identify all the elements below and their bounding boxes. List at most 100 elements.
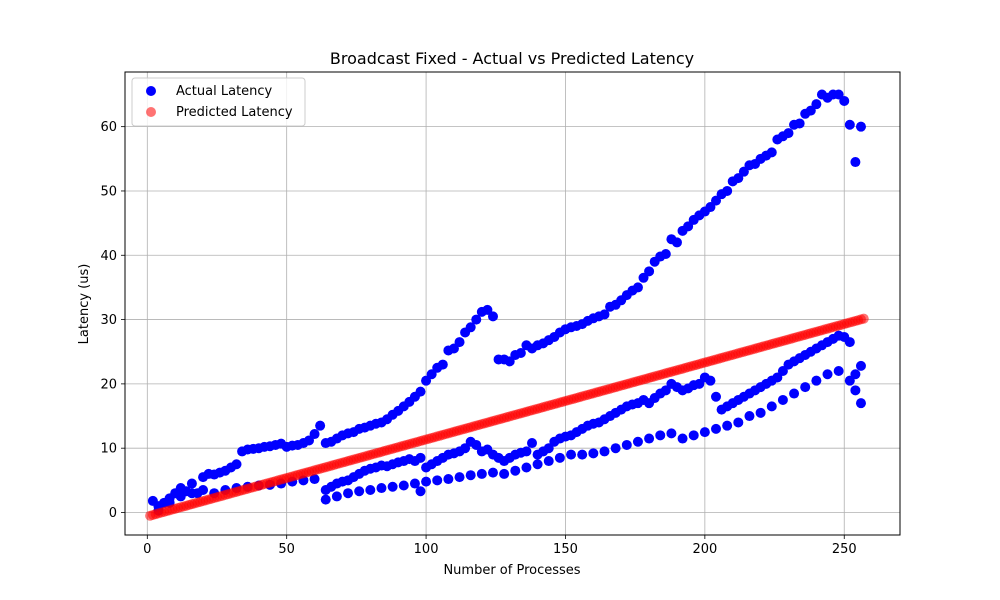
actual-latency-point xyxy=(421,476,432,487)
x-tick-label: 100 xyxy=(414,542,439,557)
actual-latency-point xyxy=(610,443,621,454)
legend-box xyxy=(131,77,306,127)
actual-latency-point xyxy=(766,401,777,412)
actual-latency-point xyxy=(577,449,588,460)
actual-latency-point xyxy=(800,382,811,393)
actual-latency-point xyxy=(532,459,543,470)
actual-latency-point xyxy=(521,462,532,473)
actual-latency-point xyxy=(432,475,443,486)
actual-latency-point xyxy=(671,237,682,248)
actual-latency-point xyxy=(365,484,376,495)
y-tick-label: 40 xyxy=(100,249,117,264)
actual-latency-point xyxy=(711,423,722,434)
actual-latency-point xyxy=(454,472,465,483)
actual-latency-point xyxy=(688,430,699,441)
actual-latency-point xyxy=(660,248,671,259)
actual-latency-point xyxy=(554,452,565,463)
legend-marker-actual xyxy=(146,86,156,96)
actual-latency-point xyxy=(476,468,487,479)
actual-latency-point xyxy=(521,446,532,457)
x-tick-label: 150 xyxy=(553,542,578,557)
actual-latency-point xyxy=(320,494,331,505)
actual-latency-point xyxy=(844,337,855,348)
actual-latency-point xyxy=(844,375,855,386)
actual-latency-point xyxy=(655,430,666,441)
actual-latency-point xyxy=(471,314,482,325)
y-tick-label: 0 xyxy=(109,506,117,521)
actual-latency-point xyxy=(409,478,420,489)
x-tick-label: 250 xyxy=(832,542,857,557)
actual-latency-point xyxy=(415,452,426,463)
x-axis-label: Number of Processes xyxy=(443,563,580,578)
legend-label-actual: Actual Latency xyxy=(176,84,273,99)
actual-latency-point xyxy=(343,488,354,499)
actual-latency-point xyxy=(309,474,320,485)
actual-latency-point xyxy=(309,429,320,440)
x-tick-label: 0 xyxy=(143,542,151,557)
actual-latency-point xyxy=(844,119,855,130)
y-tick-label: 30 xyxy=(100,313,117,328)
actual-latency-point xyxy=(677,433,688,444)
actual-latency-point xyxy=(543,456,554,467)
actual-latency-point xyxy=(454,337,465,348)
x-tick-label: 50 xyxy=(278,542,295,557)
actual-latency-point xyxy=(777,394,788,405)
actual-latency-point xyxy=(644,266,655,277)
actual-latency-point xyxy=(527,438,538,449)
actual-latency-point xyxy=(175,491,186,502)
actual-latency-point xyxy=(387,481,398,492)
actual-latency-point xyxy=(231,459,242,470)
actual-latency-point xyxy=(566,449,577,460)
actual-latency-point xyxy=(722,420,733,431)
actual-latency-point xyxy=(855,360,866,371)
actual-latency-point xyxy=(331,491,342,502)
actual-latency-point xyxy=(510,465,521,476)
axis-ticks: 0 50 100 150 200 250 0 10 20 30 40 50 60 xyxy=(100,120,856,557)
actual-latency-point xyxy=(599,309,610,320)
actual-latency-point xyxy=(632,436,643,447)
actual-latency-point xyxy=(443,474,454,485)
actual-latency-point xyxy=(465,322,476,333)
x-tick-label: 200 xyxy=(692,542,717,557)
actual-latency-point xyxy=(186,488,197,499)
actual-latency-point xyxy=(711,391,722,402)
actual-latency-point xyxy=(794,118,805,129)
actual-latency-point xyxy=(822,369,833,380)
actual-latency-point xyxy=(644,433,655,444)
actual-latency-point xyxy=(744,411,755,422)
actual-latency-point xyxy=(315,420,326,431)
actual-latency-point xyxy=(755,407,766,418)
actual-latency-point xyxy=(699,427,710,438)
y-tick-label: 50 xyxy=(100,184,117,199)
actual-latency-point xyxy=(465,470,476,481)
actual-latency-point xyxy=(515,348,526,359)
actual-latency-point xyxy=(833,366,844,377)
actual-latency-point xyxy=(705,375,716,386)
actual-latency-point xyxy=(766,147,777,158)
actual-latency-point xyxy=(398,480,409,491)
actual-latency-point xyxy=(850,385,861,396)
actual-latency-point xyxy=(666,428,677,439)
actual-latency-point xyxy=(354,486,365,497)
actual-latency-point xyxy=(855,398,866,409)
chart-title: Broadcast Fixed - Actual vs Predicted La… xyxy=(330,49,694,68)
y-tick-label: 20 xyxy=(100,377,117,392)
actual-latency-point xyxy=(588,448,599,459)
plot-area-frame xyxy=(124,71,901,536)
y-tick-label: 10 xyxy=(100,442,117,457)
actual-latency-point xyxy=(733,417,744,428)
actual-latency-point xyxy=(415,386,426,397)
actual-latency-point xyxy=(783,128,794,139)
actual-latency-point xyxy=(839,95,850,106)
legend-label-predicted: Predicted Latency xyxy=(176,105,293,120)
predicted-latency-point xyxy=(858,313,869,324)
actual-latency-point xyxy=(198,484,209,495)
actual-latency-point xyxy=(811,99,822,110)
actual-latency-point xyxy=(437,359,448,370)
data-points xyxy=(145,89,869,521)
actual-latency-point xyxy=(487,311,498,322)
actual-latency-point xyxy=(850,157,861,168)
actual-latency-point xyxy=(855,121,866,132)
actual-latency-point xyxy=(376,483,387,494)
